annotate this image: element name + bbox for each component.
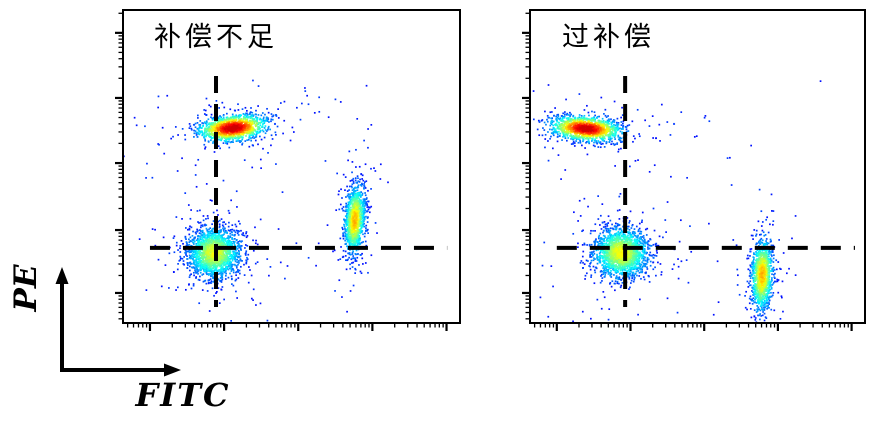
plot-title-overcompensated: 过补偿 [562,22,655,52]
plot-title-undercompensated: 补偿不足 [154,22,278,52]
y-axis-label-pe: PE [8,264,44,312]
x-axis-label-fitc: FITC [135,376,231,414]
